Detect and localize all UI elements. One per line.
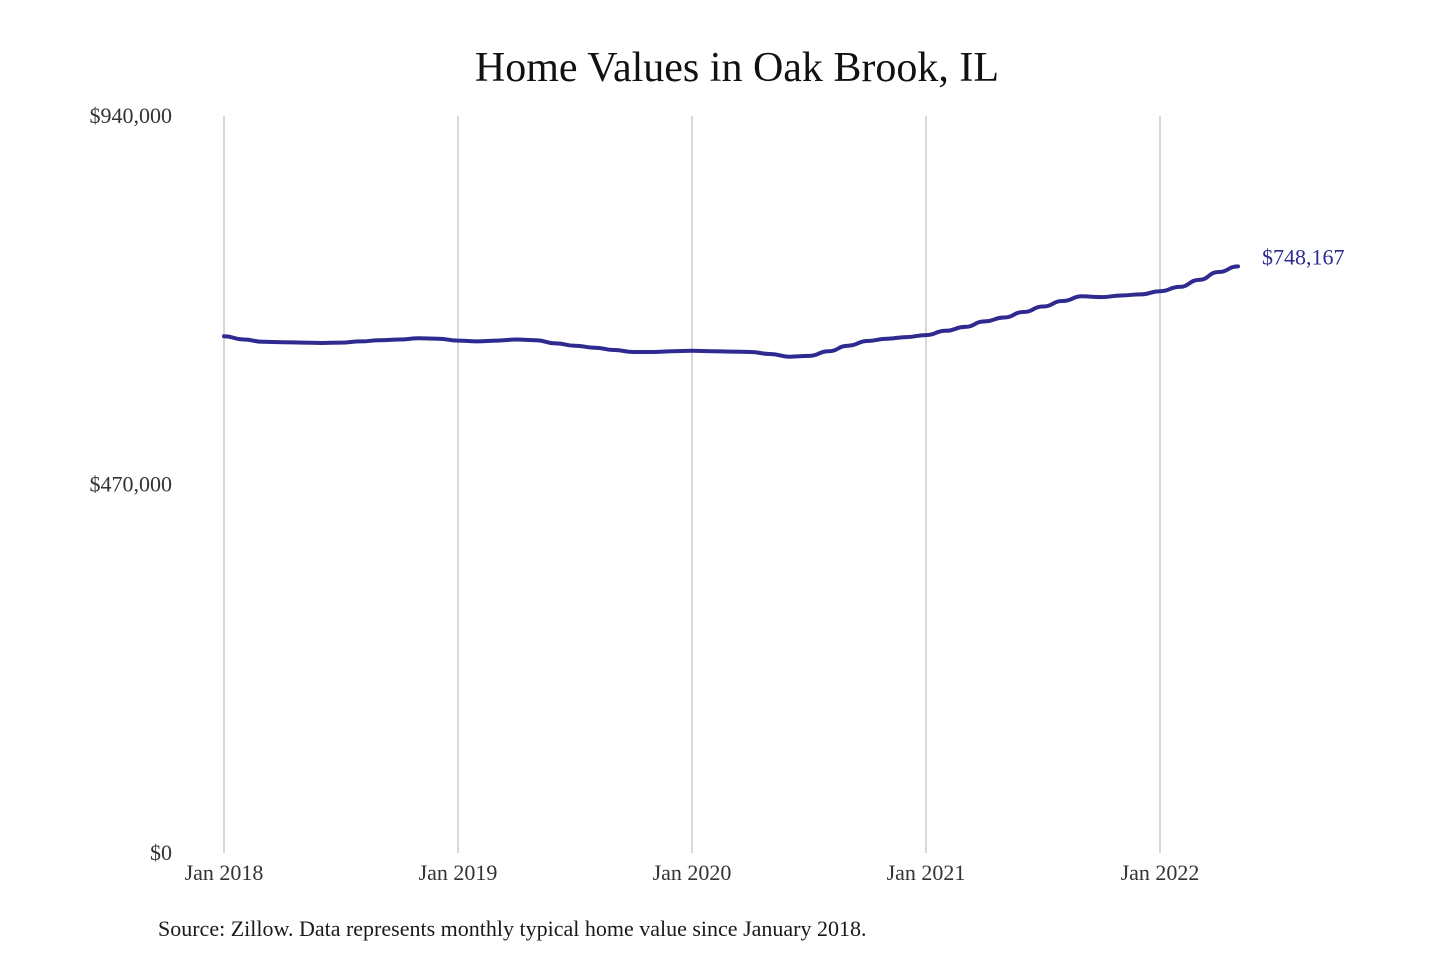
end-value-label: $748,167 <box>1262 244 1345 269</box>
y-tick-label: $0 <box>150 840 172 865</box>
series-line <box>222 264 1240 359</box>
source-note: Source: Zillow. Data represents monthly … <box>158 916 867 941</box>
x-tick-label: Jan 2020 <box>653 860 732 885</box>
x-tick-label: Jan 2019 <box>419 860 498 885</box>
x-tick-label: Jan 2021 <box>887 860 966 885</box>
grid-lines <box>223 116 1161 853</box>
chart-title: Home Values in Oak Brook, IL <box>474 45 1000 91</box>
x-axis-ticks: Jan 2018 Jan 2019 Jan 2020 Jan 2021 Jan 2022 <box>185 860 1200 885</box>
y-tick-label: $470,000 <box>90 472 173 497</box>
series-layer: $748,167 <box>222 244 1345 359</box>
x-tick-label: Jan 2022 <box>1121 860 1200 885</box>
y-tick-label: $940,000 <box>90 103 173 128</box>
x-tick-label: Jan 2018 <box>185 860 264 885</box>
y-axis-ticks: $0 $470,000 $940,000 <box>90 103 173 865</box>
